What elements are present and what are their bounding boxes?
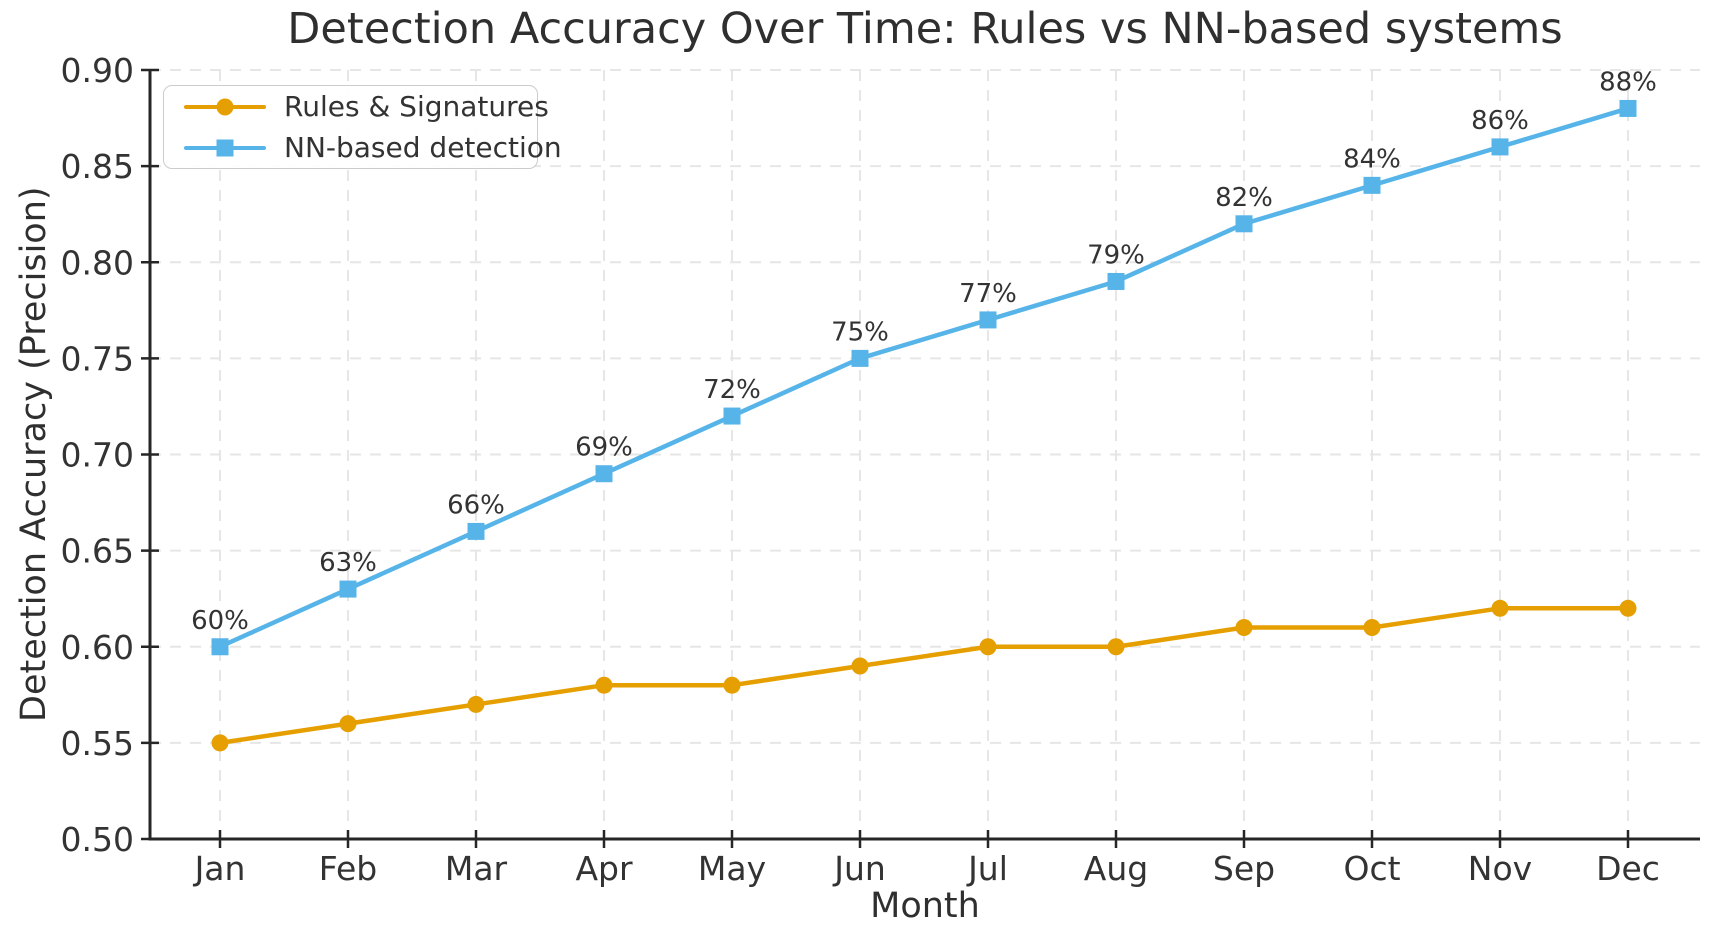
data-point-label: 72% xyxy=(703,375,761,405)
data-point-circle xyxy=(979,638,997,656)
data-point-square xyxy=(1491,138,1509,156)
y-tick-label: 0.80 xyxy=(61,243,134,282)
data-point-square xyxy=(1107,272,1125,290)
y-tick-label: 0.70 xyxy=(61,436,134,475)
legend-label: Rules & Signatures xyxy=(284,90,549,123)
legend-item-nn-based-detection: NN-based detection xyxy=(184,131,562,164)
data-point-circle xyxy=(595,676,613,694)
data-point-label: 88% xyxy=(1599,67,1657,97)
y-tick-label: 0.90 xyxy=(61,51,134,90)
legend-swatch-line-circle-icon xyxy=(184,97,266,117)
y-tick-label: 0.65 xyxy=(61,532,134,571)
data-point-circle xyxy=(1491,599,1509,617)
data-point-circle xyxy=(211,734,229,752)
data-point-square xyxy=(979,311,997,329)
y-tick-label: 0.85 xyxy=(61,147,134,186)
x-tick-label: Jul xyxy=(966,849,1008,888)
legend-swatch-line-square-icon xyxy=(184,138,266,158)
data-point-label: 79% xyxy=(1087,240,1145,270)
x-tick-label: Nov xyxy=(1468,849,1532,888)
legend-label: NN-based detection xyxy=(284,131,562,164)
data-point-square xyxy=(467,522,485,540)
series-line-square xyxy=(217,106,1631,649)
data-point-square xyxy=(211,638,229,656)
y-tick-label: 0.55 xyxy=(61,724,134,763)
data-point-label: 86% xyxy=(1471,106,1529,136)
x-tick-label: Dec xyxy=(1596,849,1660,888)
data-point-square xyxy=(723,407,741,425)
data-point-square xyxy=(339,580,357,598)
data-point-circle xyxy=(851,657,869,675)
x-tick-label: Feb xyxy=(319,849,377,888)
data-point-circle xyxy=(1107,638,1125,656)
data-point-circle xyxy=(1235,619,1253,637)
data-point-square xyxy=(1619,99,1637,117)
data-point-label: 75% xyxy=(831,317,889,347)
data-point-circle xyxy=(339,715,357,733)
x-tick-label: Mar xyxy=(445,849,508,888)
legend: Rules & Signatures NN-based detection xyxy=(163,85,562,169)
data-point-circle xyxy=(467,695,485,713)
data-point-circle xyxy=(1619,599,1637,617)
legend-item-rules-signatures: Rules & Signatures xyxy=(184,90,549,123)
data-point-square xyxy=(1235,215,1253,233)
x-tick-label: Jan xyxy=(193,849,246,888)
data-point-label: 82% xyxy=(1215,183,1273,213)
x-tick-label: Sep xyxy=(1213,849,1275,888)
x-tick-label: Aug xyxy=(1084,849,1148,888)
data-point-square xyxy=(851,349,869,367)
data-point-circle xyxy=(723,676,741,694)
data-point-label: 77% xyxy=(959,279,1017,309)
x-tick-label: May xyxy=(698,849,766,888)
y-tick-label: 0.50 xyxy=(61,820,134,859)
x-axis-label: Month xyxy=(870,886,980,926)
data-point-label: 66% xyxy=(447,490,505,520)
data-point-circle xyxy=(1363,619,1381,637)
x-tick-label: Jun xyxy=(832,849,886,888)
chart-title: Detection Accuracy Over Time: Rules vs N… xyxy=(287,4,1563,54)
series-line-circle xyxy=(217,606,1631,746)
x-tick-label: Apr xyxy=(575,849,633,888)
y-tick-label: 0.75 xyxy=(61,339,134,378)
data-point-square xyxy=(1363,176,1381,194)
data-point-label: 84% xyxy=(1343,144,1401,174)
y-tick-label: 0.60 xyxy=(61,628,134,667)
data-point-label: 69% xyxy=(575,433,633,463)
data-point-label: 60% xyxy=(191,606,249,636)
data-point-square xyxy=(595,465,613,483)
x-tick-label: Oct xyxy=(1343,849,1400,888)
data-point-label: 63% xyxy=(319,548,377,578)
